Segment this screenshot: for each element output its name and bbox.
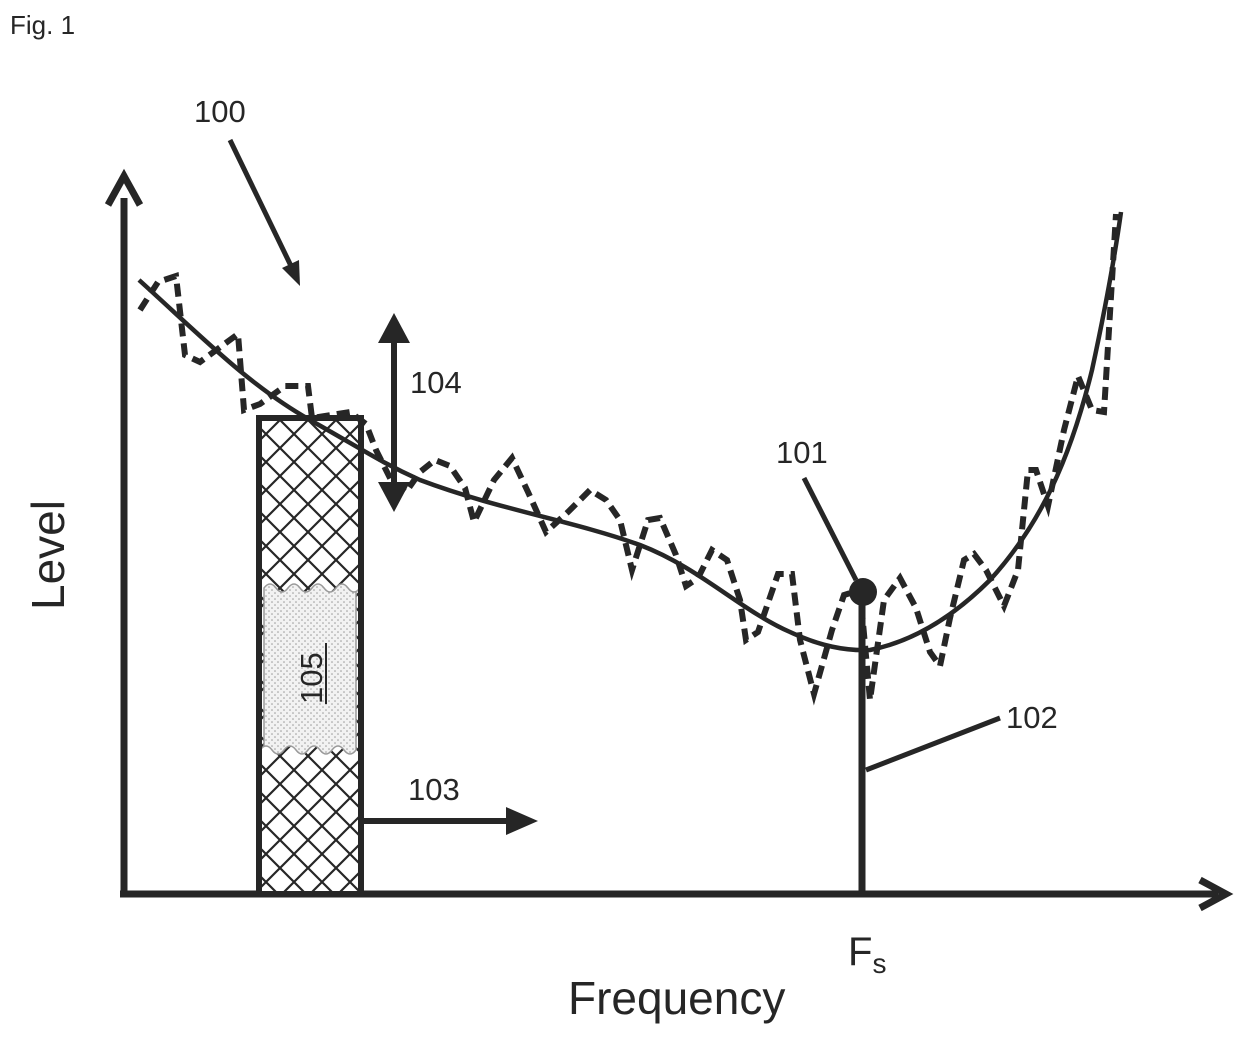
ref-102-leader [866, 718, 1000, 770]
x-axis-label: Frequency [568, 972, 785, 1024]
y-axis-label: Level [22, 500, 74, 610]
fs-label: Fs [848, 930, 886, 979]
fs-label-main: F [848, 930, 872, 974]
ref-100-pointer [230, 140, 300, 286]
ref-104-label: 104 [410, 365, 462, 400]
ref-105-label: 105 [294, 652, 329, 704]
ref-104-double-arrow [378, 313, 410, 512]
ref-104-arrowhead-down [378, 482, 410, 512]
point-101 [849, 578, 877, 606]
hatched-block: 105 [259, 418, 361, 894]
ref-103-arrowhead [506, 807, 538, 835]
ref-104-arrowhead-up [378, 313, 410, 343]
fs-label-sub: s [872, 948, 886, 979]
ref-103-label: 103 [408, 772, 460, 807]
ref-102-label: 102 [1006, 700, 1058, 735]
figure-title: Fig. 1 [10, 10, 75, 40]
ref-100-pointer-shaft [230, 140, 292, 268]
ref-101-leader [804, 478, 856, 580]
ref-100-arrowhead [282, 260, 300, 286]
ref-103-arrow [362, 807, 538, 835]
ref-100-label: 100 [194, 94, 246, 129]
ref-101-label: 101 [776, 435, 828, 470]
